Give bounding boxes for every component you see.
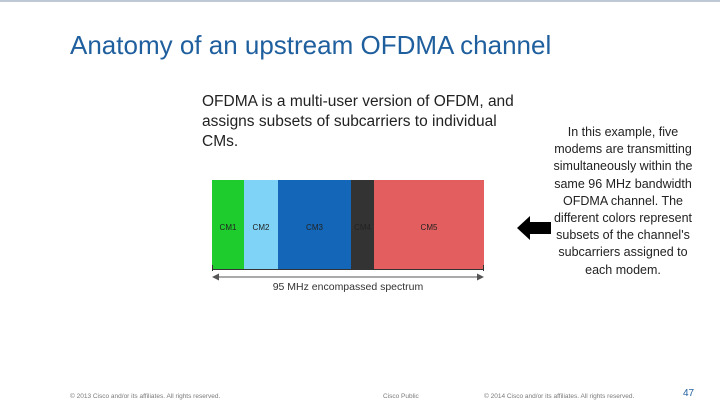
span-caption: 95 MHz encompassed spectrum xyxy=(272,281,424,293)
cm3-label: CM3 xyxy=(306,223,323,232)
cm4-block: CM4 xyxy=(351,180,374,270)
cm1-block: CM1 xyxy=(212,180,244,270)
frequency-axis xyxy=(212,269,484,270)
page-number: 47 xyxy=(683,388,695,399)
cm2-block: CM2 xyxy=(244,180,278,270)
slide-title: Anatomy of an upstream OFDMA channel xyxy=(70,30,552,60)
footer-copyright-left: © 2013 Cisco and/or its affiliates. All … xyxy=(70,393,221,400)
left-arrow-icon xyxy=(517,216,551,240)
side-note: In this example, five modems are transmi… xyxy=(553,125,693,277)
cm4-label: CM4 xyxy=(354,223,371,232)
axis-tick-left xyxy=(212,265,213,271)
footer-copyright-right: © 2014 Cisco and/or its affiliates. All … xyxy=(484,393,635,400)
cm1-label: CM1 xyxy=(219,223,237,232)
axis-tick-right xyxy=(483,265,484,271)
cm5-block: CM5 xyxy=(374,180,484,270)
intro-text: OFDMA is a multi-user version of OFDM, a… xyxy=(202,93,514,150)
ofdma-spectrum: CM1 CM2 CM3 CM4 CM5 xyxy=(212,180,484,270)
top-rule xyxy=(0,0,720,2)
cm3-block: CM3 xyxy=(278,180,351,270)
cm2-label: CM2 xyxy=(252,223,270,232)
footer-classification: Cisco Public xyxy=(383,393,419,400)
cm5-label: CM5 xyxy=(420,223,438,232)
span-arrow-icon xyxy=(212,273,484,281)
